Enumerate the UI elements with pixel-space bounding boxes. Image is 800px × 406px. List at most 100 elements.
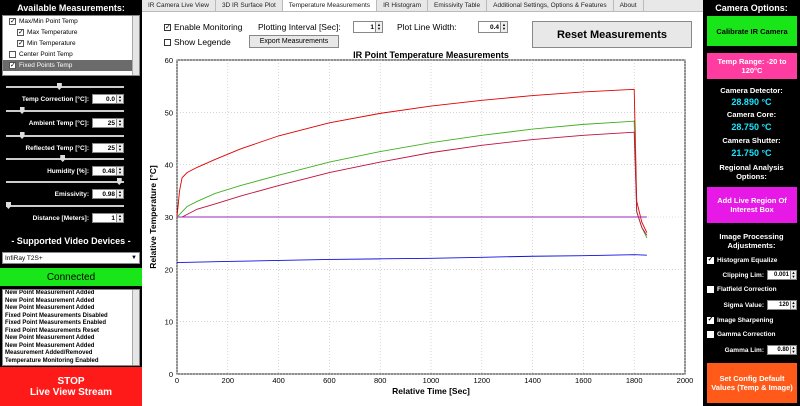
- tab-1[interactable]: 3D IR Surface Plot: [216, 0, 283, 11]
- device-select[interactable]: InfiRay T2S+ ▼: [2, 252, 140, 264]
- main-panel: IR Camera Live View 3D IR Surface Plot Tem…: [142, 0, 703, 406]
- shutter-value: 21.750 °C: [731, 148, 772, 158]
- checkbox[interactable]: ✓: [707, 316, 714, 324]
- param-input[interactable]: 0.48 ▲ ▼: [92, 166, 124, 176]
- export-measurements-button[interactable]: Export Measurements: [249, 35, 339, 48]
- param-label: Reflected Temp [°C]:: [25, 144, 89, 152]
- y-axis-label: Relative Temperature [°C]: [148, 165, 158, 269]
- tab-6[interactable]: About: [614, 0, 644, 11]
- spin-arrows-icon[interactable]: ▲ ▼: [116, 95, 123, 103]
- checkbox[interactable]: ✓: [9, 62, 16, 69]
- param-slider[interactable]: [6, 155, 124, 162]
- spin-arrows-icon[interactable]: ▲ ▼: [116, 167, 123, 175]
- status-log[interactable]: New Point Measurement Added New Point Mea…: [2, 289, 140, 366]
- devices-header: - Supported Video Devices -: [11, 236, 131, 246]
- clipping-limit-field: Clipping Lim: 0.001 ▲ ▼: [722, 270, 797, 280]
- checkbox[interactable]: [164, 38, 171, 46]
- line-width-input[interactable]: 0.4 ▲ ▼: [478, 21, 508, 33]
- slider-knob[interactable]: [60, 155, 66, 162]
- x-tick-label: 200: [222, 376, 235, 385]
- flatfield-toggle[interactable]: Flatfield Correction: [707, 286, 797, 293]
- param-field: Humidity [%]: 0.48 ▲ ▼: [4, 166, 124, 176]
- x-tick-label: 1000: [423, 376, 440, 385]
- tab-0[interactable]: IR Camera Live View: [142, 0, 216, 11]
- calibrate-button[interactable]: Calibrate IR Camera: [707, 16, 797, 46]
- measurement-item[interactable]: Center Point Temp: [3, 49, 139, 60]
- log-entry: New Point Measurement Added: [5, 335, 95, 341]
- log-entry: New Point Measurement Added: [5, 305, 95, 311]
- x-tick-label: 0: [175, 376, 179, 385]
- y-tick-label: 40: [165, 161, 173, 170]
- stop-stream-button[interactable]: STOP Live View Stream: [0, 367, 142, 406]
- y-tick-label: 20: [165, 265, 173, 274]
- slider-knob[interactable]: [56, 83, 62, 90]
- tab-4[interactable]: Emissivity Table: [428, 0, 488, 11]
- spin-arrows-icon[interactable]: ▲ ▼: [790, 300, 796, 309]
- param-input[interactable]: 1 ▲ ▼: [92, 213, 124, 223]
- temp-range-button[interactable]: Temp Range: -20 to 120°C: [707, 53, 797, 79]
- param-input[interactable]: 25 ▲ ▼: [92, 118, 124, 128]
- measurements-scrollbar[interactable]: [132, 16, 139, 75]
- slider-knob[interactable]: [19, 107, 25, 114]
- gamma-correction-toggle[interactable]: Gamma Correction: [707, 331, 797, 338]
- measurement-item-selected[interactable]: ✓ Fixed Points Temp: [3, 60, 139, 71]
- gamma-limit-input[interactable]: 0.80 ▲ ▼: [767, 345, 797, 355]
- measurement-item[interactable]: ✓ Max/Min Point Temp: [9, 18, 78, 25]
- checkbox[interactable]: [707, 286, 714, 293]
- spin-arrows-icon[interactable]: ▲ ▼: [116, 119, 123, 127]
- add-roi-button[interactable]: Add Live Region Of Interest Box: [707, 187, 797, 223]
- param-label: Emissivity:: [54, 190, 89, 198]
- checkbox[interactable]: ✓: [707, 256, 714, 264]
- plot-interval-input[interactable]: 1 ▲ ▼: [353, 21, 383, 33]
- tab-5[interactable]: Additional Settings, Options & Features: [487, 0, 614, 11]
- spin-arrows-icon[interactable]: ▲ ▼: [116, 190, 123, 198]
- series-line-0: [176, 88, 648, 233]
- param-input[interactable]: 0.98 ▲ ▼: [92, 189, 124, 199]
- enable-monitoring-toggle[interactable]: ✓ Enable Monitoring: [164, 22, 243, 32]
- sigma-input[interactable]: 120 ▲ ▼: [767, 300, 797, 310]
- param-slider[interactable]: [6, 83, 124, 90]
- show-legend-toggle[interactable]: Show Legende: [164, 37, 231, 47]
- tab-2[interactable]: Temperature Measurements: [282, 0, 378, 11]
- param-field: Reflected Temp [°C]: 25 ▲ ▼: [4, 143, 124, 153]
- param-field: Distance [Meters]: 1 ▲ ▼: [4, 213, 124, 223]
- shutter-label: Camera Shutter:: [722, 136, 781, 145]
- param-slider[interactable]: [6, 202, 124, 209]
- spin-arrows-icon[interactable]: ▲ ▼: [116, 214, 123, 222]
- checkbox[interactable]: ✓: [17, 29, 24, 36]
- clipping-limit-input[interactable]: 0.001 ▲ ▼: [767, 270, 797, 280]
- log-scrollbar[interactable]: [132, 290, 139, 365]
- gamma-limit-field: Gamma Lim: 0.80 ▲ ▼: [724, 345, 797, 355]
- checkbox[interactable]: [9, 51, 16, 58]
- param-input[interactable]: 0.0 ▲ ▼: [92, 94, 124, 104]
- image-sharpening-toggle[interactable]: ✓ Image Sharpening: [707, 316, 774, 324]
- spin-arrows-icon[interactable]: ▲ ▼: [116, 144, 123, 152]
- series-line-4: [176, 254, 647, 263]
- slider-knob[interactable]: [116, 178, 122, 185]
- slider-knob[interactable]: [19, 132, 25, 139]
- right-panel: Camera Options: Calibrate IR Camera Temp…: [703, 0, 800, 406]
- set-config-defaults-button[interactable]: Set Config Default Values (Temp & Image): [707, 363, 797, 403]
- x-tick-label: 1800: [626, 376, 643, 385]
- reset-measurements-button[interactable]: Reset Measurements: [532, 21, 692, 48]
- spin-arrows-icon[interactable]: ▲ ▼: [790, 345, 796, 354]
- spin-arrows-icon[interactable]: ▲ ▼: [790, 270, 796, 279]
- param-slider[interactable]: [6, 178, 124, 185]
- param-slider[interactable]: [6, 132, 124, 139]
- measurement-item[interactable]: ✓ Max Temperature: [17, 29, 78, 36]
- core-value: 28.750 °C: [731, 122, 772, 132]
- measurement-item[interactable]: ✓ Min Temperature: [17, 40, 76, 47]
- measurements-list[interactable]: ✓ Max/Min Point Temp ✓ Max Temperature ✓ Mi…: [2, 15, 140, 76]
- spin-arrows-icon[interactable]: ▲ ▼: [375, 22, 382, 32]
- histogram-equalize-toggle[interactable]: ✓ Histogram Equalize: [707, 256, 778, 264]
- slider-knob[interactable]: [6, 202, 11, 209]
- param-input[interactable]: 25 ▲ ▼: [92, 143, 124, 153]
- spin-arrows-icon[interactable]: ▲ ▼: [500, 22, 507, 32]
- checkbox[interactable]: ✓: [9, 18, 16, 25]
- checkbox[interactable]: ✓: [164, 23, 171, 31]
- tab-3[interactable]: IR Histogram: [377, 0, 428, 11]
- param-slider[interactable]: [6, 107, 124, 114]
- checkbox[interactable]: ✓: [17, 40, 24, 47]
- checkbox[interactable]: [707, 331, 714, 338]
